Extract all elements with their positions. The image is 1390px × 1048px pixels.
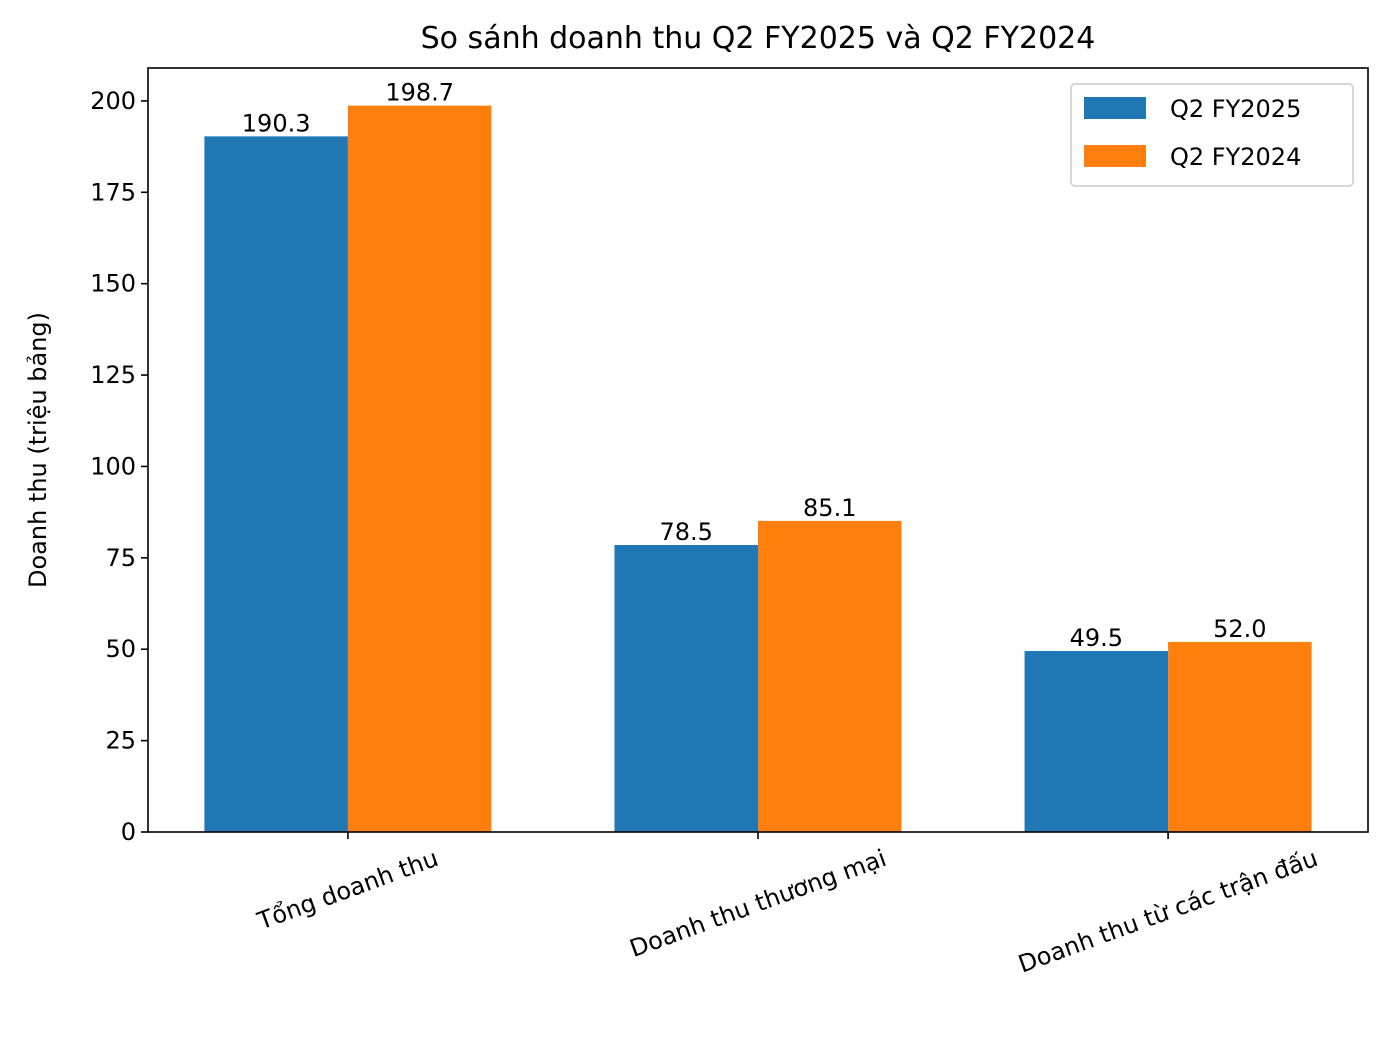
bar-1-0 [347,105,492,832]
legend-label: Q2 FY2025 [1170,95,1301,123]
legend: Q2 FY2025 Q2 FY2024 [1070,83,1354,187]
x-tick-label: Tổng doanh thu [253,844,442,936]
y-tick-label: 125 [90,361,136,389]
chart-title: So sánh doanh thu Q2 FY2025 và Q2 FY2024 [421,21,1096,56]
y-tick-label: 25 [105,727,136,755]
bar-0-2 [1024,651,1169,832]
y-tick-label: 50 [105,635,136,663]
plot-frame [147,67,1369,833]
y-tick-label: 200 [90,87,136,115]
y-axis-label: Doanh thu (triệu bảng) [24,312,52,588]
data-label: 198.7 [385,79,454,107]
y-tick-label: 100 [90,452,136,480]
bar-1-2 [1168,641,1312,832]
data-label: 190.3 [242,109,311,137]
data-label: 78.5 [660,518,713,546]
legend-swatch [1084,97,1146,119]
x-tick-label: Doanh thu từ các trận đấu [1015,844,1322,979]
legend-label: Q2 FY2024 [1170,143,1301,171]
y-tick-label: 0 [121,818,136,846]
bar-0-0 [204,136,348,832]
y-tick-label: 150 [90,270,136,298]
data-label: 49.5 [1070,624,1123,652]
data-label: 52.0 [1213,615,1266,643]
x-tick-label: Doanh thu thương mại [626,844,890,963]
bar-0-1 [614,545,758,832]
bar-1-1 [758,520,902,832]
y-tick-label: 175 [90,178,136,206]
y-tick-label: 75 [105,544,136,572]
data-label: 85.1 [803,494,856,522]
legend-swatch [1084,145,1146,167]
